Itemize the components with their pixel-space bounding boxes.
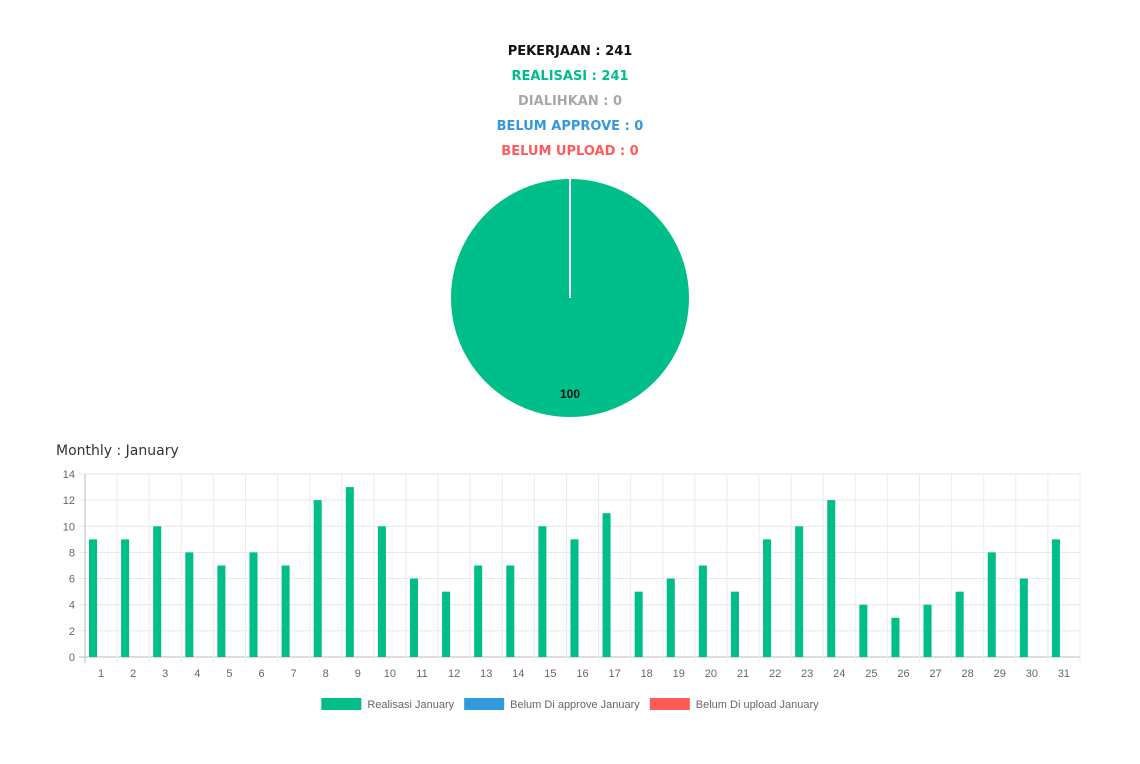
x-tick-label: 17 [608, 668, 620, 680]
bar-realisasi-january-21[interactable] [730, 591, 739, 657]
y-tick-label: 0 [69, 652, 75, 664]
legend-label: Belum Di approve January [510, 699, 640, 711]
x-tick-label: 9 [355, 668, 361, 680]
bar-realisasi-january-29[interactable] [987, 552, 996, 657]
x-tick-label: 12 [448, 668, 460, 680]
x-tick-label: 19 [673, 668, 685, 680]
x-tick-label: 25 [865, 668, 877, 680]
bar-realisasi-january-16[interactable] [570, 539, 579, 657]
bar-realisasi-january-18[interactable] [634, 591, 643, 657]
x-tick-label: 13 [480, 668, 492, 680]
y-tick-label: 14 [63, 469, 75, 481]
bar-realisasi-january-1[interactable] [89, 539, 98, 657]
bar-realisasi-january-17[interactable] [602, 513, 611, 657]
legend-item-belum-di-approve-january[interactable]: Belum Di approve January [464, 698, 640, 711]
x-tick-label: 3 [162, 668, 168, 680]
bar-realisasi-january-7[interactable] [281, 565, 290, 658]
x-tick-label: 21 [737, 668, 749, 680]
legend-swatch [649, 698, 690, 710]
bar-realisasi-january-30[interactable] [1019, 578, 1028, 657]
x-tick-label: 27 [929, 668, 941, 680]
y-tick-label: 12 [63, 495, 75, 507]
x-tick-label: 20 [705, 668, 717, 680]
x-tick-label: 16 [576, 668, 588, 680]
pekerjaan-total: PEKERJAAN : 241 [507, 44, 633, 59]
bar-realisasi-january-10[interactable] [377, 526, 386, 657]
bar-realisasi-january-4[interactable] [185, 552, 194, 657]
x-tick-label: 23 [801, 668, 813, 680]
bar-realisasi-january-11[interactable] [409, 578, 419, 657]
x-tick-label: 28 [962, 668, 974, 680]
x-tick-label: 15 [544, 668, 556, 680]
bar-realisasi-january-3[interactable] [153, 526, 162, 657]
bar-realisasi-january-28[interactable] [955, 591, 964, 657]
x-tick-label: 6 [258, 668, 264, 680]
bar-realisasi-january-12[interactable] [442, 591, 451, 657]
x-tick-label: 24 [833, 668, 845, 680]
legend-item-belum-di-upload-january[interactable]: Belum Di upload January [649, 698, 819, 711]
bar-realisasi-january-20[interactable] [698, 565, 707, 658]
x-tick-label: 5 [226, 668, 232, 680]
bar-realisasi-january-8[interactable] [313, 500, 322, 657]
dialihkan-total: DIALIHKAN : 0 [518, 94, 622, 109]
legend-swatch [464, 698, 505, 710]
realisasi-total: REALISASI : 241 [511, 69, 629, 84]
pie-chart[interactable]: 100 [450, 178, 690, 418]
y-tick-label: 10 [63, 521, 75, 533]
x-tick-label: 14 [512, 668, 524, 680]
bar-realisasi-january-27[interactable] [923, 604, 932, 657]
y-tick-label: 8 [69, 547, 75, 559]
legend-label: Belum Di upload January [696, 699, 819, 711]
x-tick-label: 30 [1026, 668, 1038, 680]
x-tick-label: 1 [98, 668, 104, 680]
x-tick-label: 18 [641, 668, 653, 680]
bar-realisasi-january-9[interactable] [345, 487, 354, 657]
y-tick-label: 2 [69, 626, 75, 638]
x-tick-label: 2 [130, 668, 136, 680]
bar-realisasi-january-15[interactable] [538, 526, 547, 657]
monthly-title: Monthly : January [56, 443, 179, 459]
bar-realisasi-january-2[interactable] [121, 539, 130, 657]
bar-realisasi-january-5[interactable] [217, 565, 226, 658]
legend-swatch [321, 698, 362, 710]
x-tick-label: 29 [994, 668, 1006, 680]
y-tick-label: 6 [69, 574, 75, 586]
summary-stats: PEKERJAAN : 241 REALISASI : 241 DIALIHKA… [0, 44, 1140, 169]
x-tick-label: 7 [291, 668, 297, 680]
bar-realisasi-january-13[interactable] [474, 565, 483, 658]
legend-label: Realisasi January [367, 699, 454, 711]
x-tick-label: 31 [1058, 668, 1070, 680]
bar-realisasi-january-6[interactable] [249, 552, 258, 657]
bar-realisasi-january-31[interactable] [1051, 539, 1060, 657]
x-tick-label: 8 [323, 668, 329, 680]
x-tick-label: 11 [416, 668, 427, 680]
legend-item-realisasi-january[interactable]: Realisasi January [321, 698, 455, 711]
y-tick-label: 4 [69, 600, 75, 612]
x-tick-label: 22 [769, 668, 781, 680]
x-tick-label: 26 [897, 668, 909, 680]
belum-approve-total: BELUM APPROVE : 0 [496, 119, 644, 134]
x-tick-label: 4 [194, 668, 200, 680]
bar-realisasi-january-22[interactable] [763, 539, 772, 657]
bar-realisasi-january-25[interactable] [859, 604, 868, 657]
bar-realisasi-january-24[interactable] [827, 500, 836, 657]
belum-upload-total: BELUM UPLOAD : 0 [501, 144, 639, 159]
bar-realisasi-january-23[interactable] [795, 526, 804, 657]
pie-data-label: 100 [560, 387, 580, 401]
bar-realisasi-january-14[interactable] [506, 565, 515, 658]
bar-realisasi-january-19[interactable] [666, 578, 675, 657]
x-tick-label: 10 [384, 668, 396, 680]
bar-realisasi-january-26[interactable] [891, 617, 900, 657]
